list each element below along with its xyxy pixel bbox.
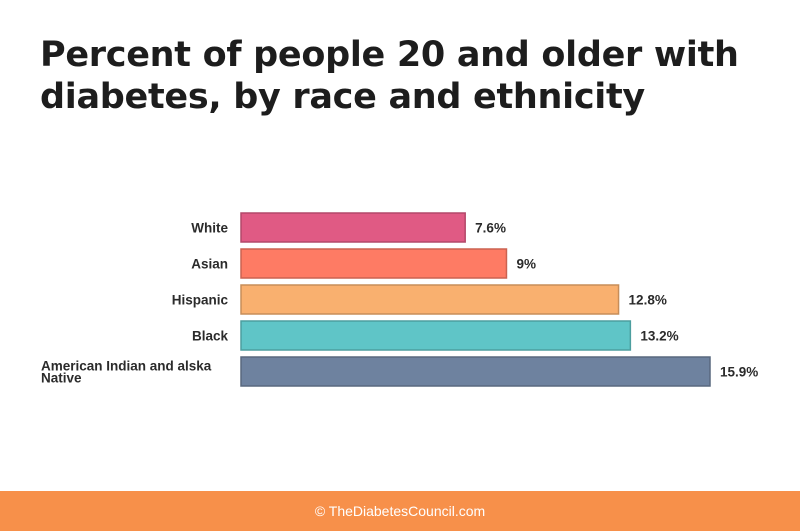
category-label-1: Asian bbox=[191, 257, 228, 272]
value-label-3: 13.2% bbox=[640, 329, 678, 344]
footer-bar: © TheDiabetesCouncil.com bbox=[0, 491, 800, 531]
category-label-4: American Indian and alska Native bbox=[41, 359, 212, 386]
bar-3 bbox=[240, 320, 632, 351]
bar-1 bbox=[240, 248, 508, 279]
value-label-0: 7.6% bbox=[475, 221, 506, 236]
value-label-1: 9% bbox=[516, 257, 536, 272]
bar-4 bbox=[240, 356, 711, 387]
footer-credit: © TheDiabetesCouncil.com bbox=[314, 503, 486, 519]
category-label-3: Black bbox=[192, 329, 229, 344]
value-label-2: 12.8% bbox=[629, 293, 667, 308]
value-label-4: 15.9% bbox=[720, 365, 758, 380]
bar-2 bbox=[240, 284, 620, 315]
chart-title: Percent of people 20 and older with diab… bbox=[40, 35, 739, 117]
bar-0 bbox=[240, 212, 466, 243]
category-label-2: Hispanic bbox=[172, 293, 229, 308]
category-label-0: White bbox=[191, 221, 228, 236]
